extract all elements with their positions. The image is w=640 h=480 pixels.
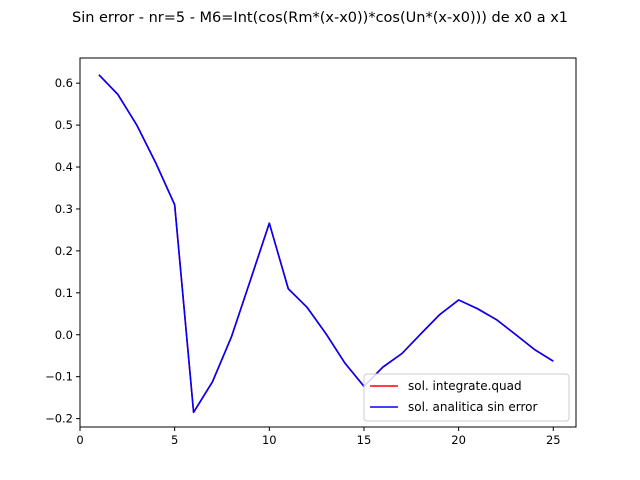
legend-label-1: sol. integrate.quad bbox=[408, 379, 522, 393]
axes-frame bbox=[79, 57, 577, 428]
y-tick-label: 0.2 bbox=[55, 244, 73, 258]
y-tick-label: −0.2 bbox=[45, 412, 73, 426]
y-tick-label: 0.6 bbox=[55, 76, 73, 90]
x-axis-ticks: 0 5 10 15 20 25 bbox=[76, 427, 561, 447]
y-tick-label: 0.4 bbox=[55, 160, 73, 174]
legend: sol. integrate.quad sol. analitica sin er… bbox=[363, 373, 570, 422]
x-tick-label: 25 bbox=[546, 433, 561, 447]
chart-title: Sin error - nr=5 - M6=Int(cos(Rm*(x-x0))… bbox=[72, 10, 568, 26]
x-tick-label: 20 bbox=[451, 433, 466, 447]
legend-box bbox=[363, 373, 570, 422]
x-tick-label: 15 bbox=[357, 433, 372, 447]
y-tick-label: 0.3 bbox=[55, 202, 73, 216]
y-tick-label: 0.1 bbox=[55, 286, 73, 300]
y-axis-ticks: −0.2 −0.1 0.0 0.1 0.2 0.3 0.4 0.5 0.6 bbox=[45, 76, 80, 426]
y-tick-label: 0.0 bbox=[55, 328, 73, 342]
legend-label-2: sol. analitica sin error bbox=[408, 400, 537, 414]
series-line-2 bbox=[98, 74, 554, 414]
x-tick-label: 10 bbox=[262, 433, 277, 447]
x-tick-label: 0 bbox=[76, 433, 83, 447]
y-tick-label: 0.5 bbox=[55, 118, 73, 132]
x-tick-label: 5 bbox=[171, 433, 178, 447]
series-layer bbox=[98, 74, 554, 414]
y-tick-label: −0.1 bbox=[45, 370, 73, 384]
